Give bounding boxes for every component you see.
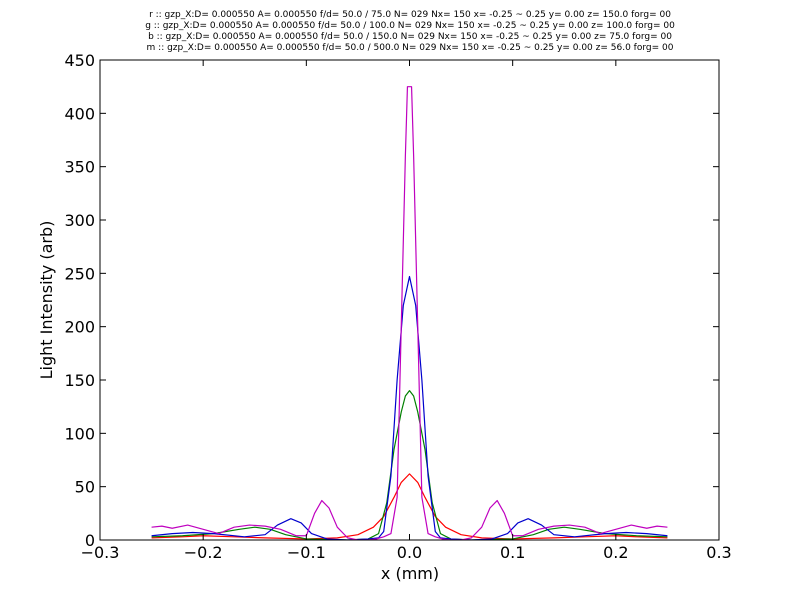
y-tick-label: 300 xyxy=(64,211,95,230)
title-line-b: b :: gzp_X:D= 0.000550 A= 0.000550 f/d= … xyxy=(148,32,672,42)
x-tick-label: 0.0 xyxy=(397,543,422,562)
series-line-b xyxy=(151,275,668,540)
x-tick-label: 0.3 xyxy=(706,543,731,562)
series-line-m xyxy=(151,86,668,540)
chart-title: r :: gzp_X:D= 0.000550 A= 0.000550 f/d= … xyxy=(145,10,675,53)
series-line-r xyxy=(151,473,668,540)
y-tick-label: 100 xyxy=(64,424,95,443)
y-tick-label: 150 xyxy=(64,371,95,390)
series-layer xyxy=(151,86,668,540)
x-axis-label: x (mm) xyxy=(381,564,439,583)
plot-frame xyxy=(99,59,720,541)
y-tick-label: 400 xyxy=(64,104,95,123)
y-tick-label: 0 xyxy=(85,531,95,550)
x-tick-label: 0.1 xyxy=(500,543,525,562)
x-tick-label: −0.2 xyxy=(184,543,223,562)
y-tick-label: 200 xyxy=(64,318,95,337)
y-tick-label: 450 xyxy=(64,51,95,70)
title-line-g: g :: gzp_X:D= 0.000550 A= 0.000550 f/d= … xyxy=(145,21,675,31)
y-axis-label: Light Intensity (arb) xyxy=(37,221,56,380)
y-tick-label: 250 xyxy=(64,264,95,283)
title-line-r: r :: gzp_X:D= 0.000550 A= 0.000550 f/d= … xyxy=(149,10,671,20)
y-tick-label: 350 xyxy=(64,158,95,177)
ticks-layer: −0.3 −0.2 −0.1 0.0 0.1 0.2 0.3 0 50 100 150 200 250 3… xyxy=(64,51,731,562)
title-line-m: m :: gzp_X:D= 0.000550 A= 0.000550 f/d= … xyxy=(147,43,674,53)
y-tick-label: 50 xyxy=(75,478,95,497)
x-tick-label: 0.2 xyxy=(603,543,628,562)
series-line-g xyxy=(151,390,668,540)
x-tick-label: −0.3 xyxy=(81,543,120,562)
x-tick-label: −0.1 xyxy=(287,543,326,562)
